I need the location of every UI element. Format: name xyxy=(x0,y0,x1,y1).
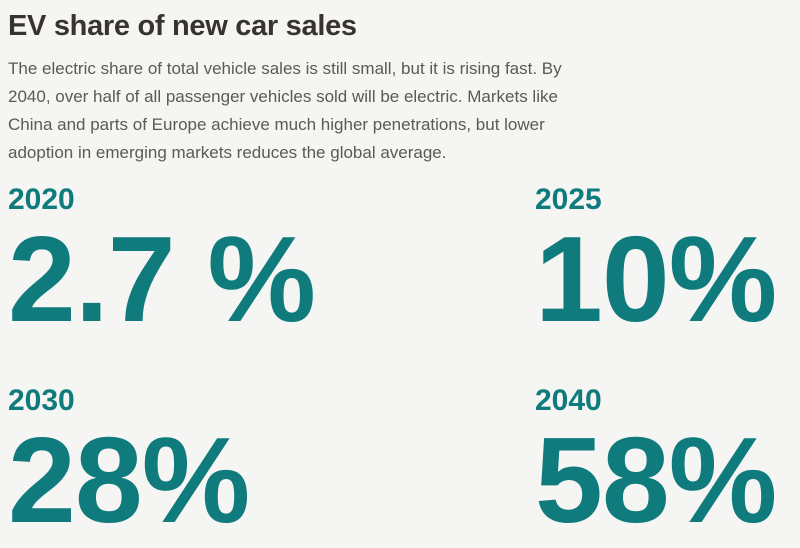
stat-value: 2.7 % xyxy=(8,211,316,348)
description-text: The electric share of total vehicle sale… xyxy=(8,59,562,163)
stats-grid: 2020 2.7 % 2025 10% 2030 28% 2040 58% xyxy=(8,183,790,548)
stat-block-2025: 2025 10% xyxy=(535,183,790,348)
stat-year-label: 2030 xyxy=(8,384,75,418)
stat-year-label: 2020 xyxy=(8,183,75,217)
stat-block-2040: 2040 58% xyxy=(535,384,790,548)
stat-value: 58% xyxy=(535,412,777,548)
stat-value: 28% xyxy=(8,412,250,548)
stat-block-2020: 2020 2.7 % xyxy=(8,183,535,348)
stat-year-label: 2040 xyxy=(535,384,602,418)
stat-year-label: 2025 xyxy=(535,183,602,217)
stat-block-2030: 2030 28% xyxy=(8,384,535,548)
stat-value: 10% xyxy=(535,211,777,348)
page-title: EV share of new car sales xyxy=(8,10,357,42)
